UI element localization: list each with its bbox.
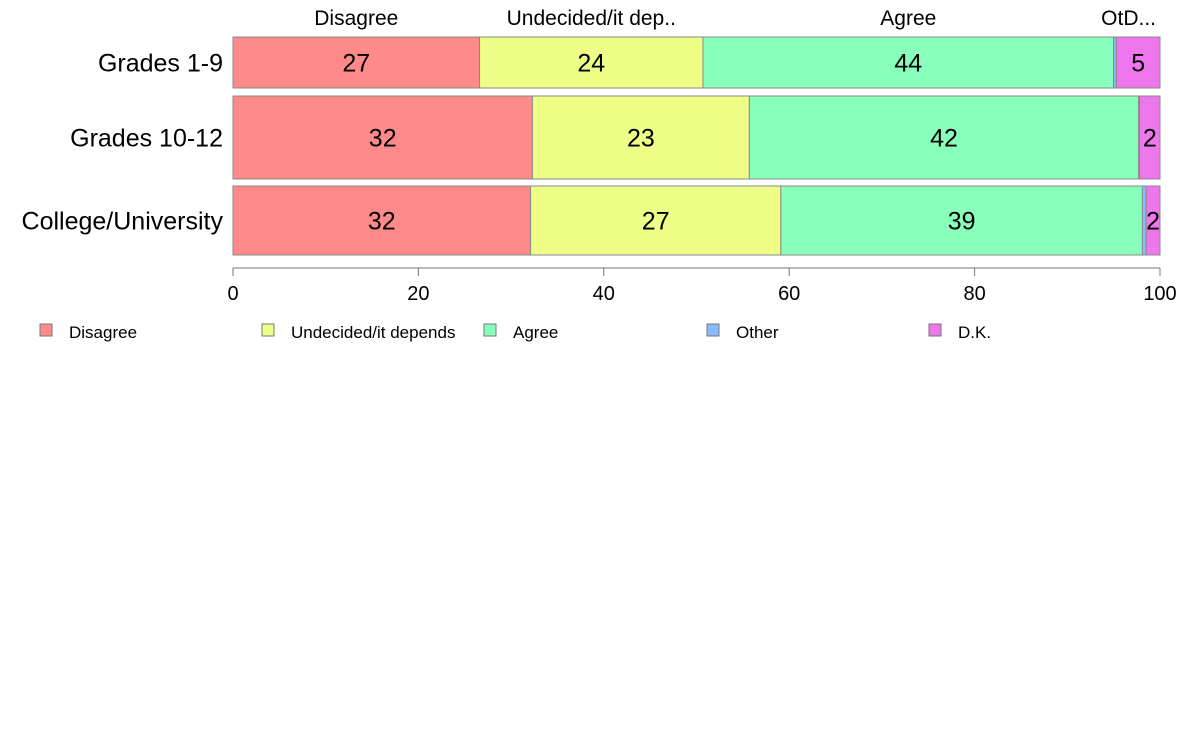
x-tick-label: 40 — [593, 283, 615, 305]
data-label: 2 — [1143, 125, 1157, 153]
legend-swatch — [39, 323, 53, 337]
data-label: 27 — [642, 208, 670, 236]
legend-label: Disagree — [69, 323, 137, 342]
x-tick-label: 0 — [227, 283, 238, 305]
bar-segment — [1139, 95, 1161, 180]
bar-segment — [1115, 36, 1161, 89]
data-label: 32 — [368, 208, 396, 236]
data-label: 42 — [930, 125, 958, 153]
legend: Disagree Undecided/it depends Agree Other D.… — [39, 323, 991, 342]
x-tick-label: 20 — [407, 283, 429, 305]
data-label: 24 — [577, 50, 605, 78]
x-tick-label: 80 — [963, 283, 985, 305]
bars: 27 24 44 5 32 23 42 2 32 27 39 2 — [232, 36, 1161, 256]
bar-segment — [530, 185, 782, 256]
bar-segment — [702, 36, 1115, 89]
legend-swatch — [706, 323, 720, 337]
legend-label: D.K. — [958, 323, 991, 342]
top-column-labels: Disagree Undecided/it dep.. Agree OtD... — [314, 7, 1156, 30]
top-column-label: Disagree — [314, 7, 398, 30]
top-column-label: Agree — [880, 7, 936, 30]
bar-segment — [479, 36, 704, 89]
data-label: 2 — [1146, 208, 1160, 236]
bar-segment — [531, 95, 750, 180]
category-labels: Grades 1-9 Grades 10-12 College/University — [22, 50, 224, 236]
top-column-label: OtD... — [1101, 7, 1156, 30]
legend-swatch — [928, 323, 942, 337]
legend-label: Other — [736, 323, 779, 342]
x-axis: 0 20 40 60 80 100 — [227, 267, 1177, 305]
category-label: Grades 1-9 — [98, 50, 223, 78]
x-tick-label: 60 — [778, 283, 800, 305]
bar-segment — [1145, 185, 1161, 256]
data-label: 27 — [342, 50, 370, 78]
data-label: 44 — [894, 50, 922, 78]
data-label: 32 — [369, 125, 397, 153]
data-label: 39 — [948, 208, 976, 236]
legend-swatch — [483, 323, 497, 337]
data-label: 5 — [1131, 50, 1145, 78]
category-label: Grades 10-12 — [70, 125, 223, 153]
bar-segment — [232, 185, 532, 256]
category-label: College/University — [22, 208, 224, 236]
data-label: 23 — [627, 125, 655, 153]
x-tick-label: 100 — [1143, 283, 1176, 305]
bar-segment — [748, 95, 1140, 180]
legend-label: Agree — [513, 323, 558, 342]
bar-segment — [780, 185, 1143, 256]
legend-label: Undecided/it depends — [291, 323, 455, 342]
legend-swatch — [261, 323, 275, 337]
bar-segment — [232, 36, 481, 89]
top-column-label: Undecided/it dep.. — [507, 7, 676, 30]
bar-segment — [232, 95, 533, 180]
